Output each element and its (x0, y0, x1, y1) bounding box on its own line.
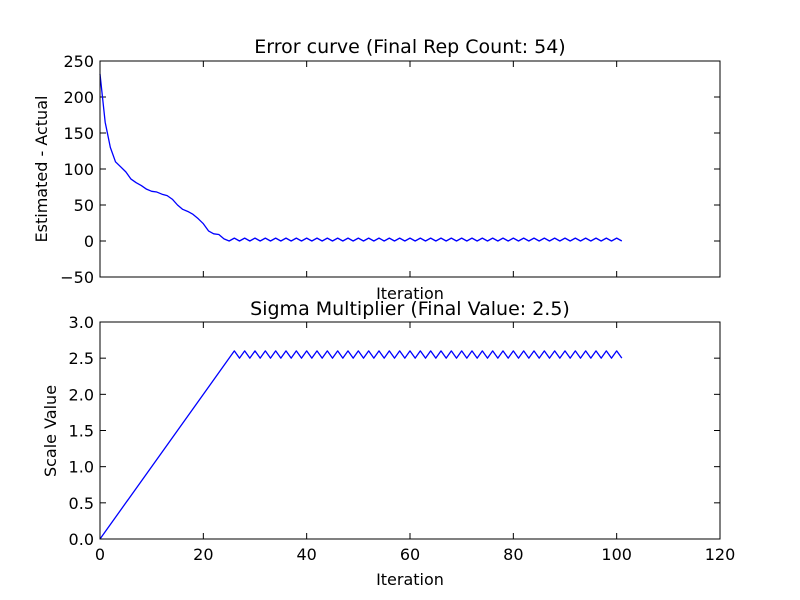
sigma-multiplier-y-tick-label-6: 0.0 (69, 530, 94, 549)
error-curve-plot: Error curve (Final Rep Count: 54) Estima… (32, 36, 721, 303)
sigma-multiplier-y-tick-label-1: 2.5 (69, 349, 94, 368)
sigma-multiplier-y-tick-label-3: 1.5 (69, 422, 94, 441)
sigma-multiplier-x-tick-label-0: 0 (95, 545, 105, 564)
sigma-multiplier-x-tick-label-2: 40 (296, 545, 316, 564)
sigma-multiplier-series-line (99, 350, 623, 540)
error-curve-y-tick-label-5: 0 (84, 232, 94, 251)
sigma-multiplier-plot: Sigma Multiplier (Final Value: 2.5) Scal… (41, 298, 735, 589)
error-curve-tick-labels: 250 200 150 100 50 0 −50 (60, 52, 94, 287)
error-curve-y-tick-label-1: 200 (63, 88, 94, 107)
error-curve-xlabel: Iteration (376, 284, 444, 303)
sigma-multiplier-x-tick-label-5: 100 (601, 545, 632, 564)
sigma-multiplier-xlabel: Iteration (376, 570, 444, 589)
error-curve-ylabel: Estimated - Actual (32, 96, 51, 243)
sigma-multiplier-y-tick-label-2: 2.0 (69, 385, 94, 404)
error-curve-frame (99, 60, 721, 278)
sigma-multiplier-title: Sigma Multiplier (Final Value: 2.5) (250, 298, 570, 320)
error-curve-title: Error curve (Final Rep Count: 54) (254, 36, 565, 58)
sigma-multiplier-ylabel: Scale Value (41, 385, 60, 477)
sigma-multiplier-frame (99, 321, 721, 540)
error-curve-series-line (99, 73, 623, 242)
error-curve-y-tick-label-0: 250 (63, 52, 94, 71)
error-curve-y-tick-label-2: 150 (63, 124, 94, 143)
error-curve-y-tick-label-4: 50 (74, 196, 94, 215)
sigma-multiplier-x-tick-label-6: 120 (705, 545, 736, 564)
sigma-multiplier-tick-labels: 0 20 40 60 80 100 120 3.0 2.5 2.0 1.5 1.0 0.5 0.0 (69, 313, 736, 564)
sigma-multiplier-x-tick-label-4: 80 (503, 545, 523, 564)
error-curve-y-tick-label-6: −50 (60, 268, 94, 287)
sigma-multiplier-x-tick-label-1: 20 (193, 545, 213, 564)
sigma-multiplier-y-tick-label-5: 0.5 (69, 494, 94, 513)
error-curve-y-tick-label-3: 100 (63, 160, 94, 179)
sigma-multiplier-x-tick-label-3: 60 (400, 545, 420, 564)
sigma-multiplier-y-tick-label-0: 3.0 (69, 313, 94, 332)
sigma-multiplier-y-tick-label-4: 1.0 (69, 458, 94, 477)
